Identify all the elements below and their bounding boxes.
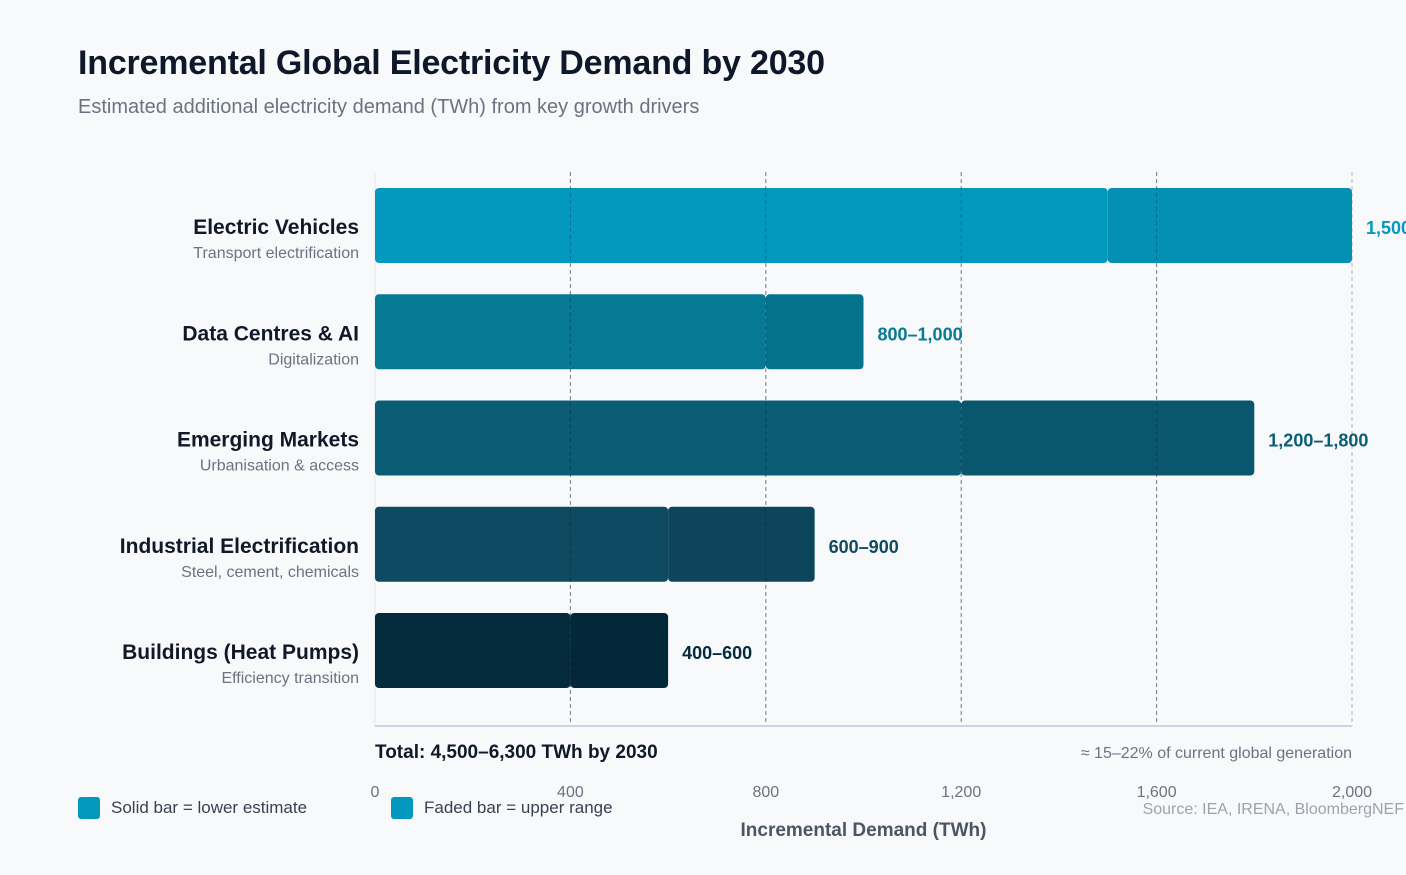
category-sublabel-0: Transport electrification [193,245,359,262]
value-label-2: 1,200–1,800 [1268,431,1368,451]
value-label-3: 600–900 [829,537,899,557]
bar-lower-2 [375,400,962,476]
bar-lower-4 [375,613,571,688]
bar-lower-3 [375,506,669,582]
legend-label-upper: Faded bar = upper range [424,798,613,817]
x-tick-label-1: 400 [557,784,584,801]
x-tick-label-5: 2,000 [1332,784,1372,801]
legend-swatch-lower [78,797,100,819]
category-label-3: Industrial Electrification [120,535,359,558]
bar-upper-4 [570,613,669,688]
source-note: Source: IEA, IRENA, BloombergNEF [1143,801,1405,818]
bar-upper-2 [961,400,1255,476]
category-label-0: Electric Vehicles [193,216,359,239]
legend-swatch-upper [391,797,413,819]
legend-item-lower: Solid bar = lower estimate [78,797,307,819]
bar-upper-0 [1107,188,1352,263]
category-sublabel-2: Urbanisation & access [200,458,359,475]
x-tick-label-3: 1,200 [941,784,981,801]
bar-lower-0 [375,188,1108,263]
bar-lower-1 [375,294,766,370]
category-sublabel-3: Steel, cement, chemicals [181,564,359,581]
bar-upper-3 [668,506,815,582]
category-label-4: Buildings (Heat Pumps) [122,641,359,664]
bar-upper-1 [765,294,864,370]
x-tick-label-0: 0 [371,784,380,801]
value-label-1: 800–1,000 [878,324,963,344]
chart-subtitle: Estimated additional electricity demand … [78,96,700,118]
chart-title: Incremental Global Electricity Demand by… [78,44,825,82]
category-sublabel-4: Efficiency transition [221,670,359,687]
category-label-1: Data Centres & AI [182,322,359,345]
value-label-0: 1,500–2,000 [1366,218,1406,238]
category-sublabel-1: Digitalization [268,351,359,368]
x-tick-label-2: 800 [752,784,779,801]
value-label-4: 400–600 [682,643,752,663]
category-label-2: Emerging Markets [177,429,359,452]
total-annotation: Total: 4,500–6,300 TWh by 2030 [375,742,658,763]
legend-label-lower: Solid bar = lower estimate [111,798,308,817]
x-axis-title: Incremental Demand (TWh) [741,820,987,841]
legend-item-upper: Faded bar = upper range [391,797,613,819]
generation-note: ≈ 15–22% of current global generation [1081,745,1352,762]
x-tick-label-4: 1,600 [1137,784,1177,801]
